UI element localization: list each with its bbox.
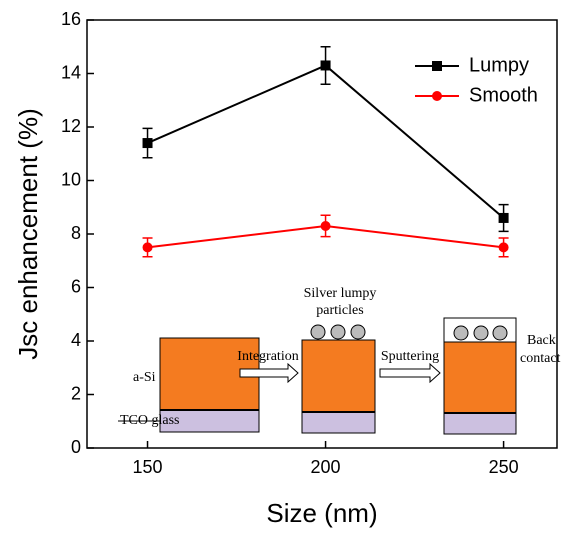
marker	[498, 212, 509, 223]
x-tick-label: 250	[489, 457, 519, 477]
y-tick-label: 12	[61, 116, 81, 136]
y-tick-label: 0	[71, 437, 81, 457]
particle	[330, 324, 346, 340]
series-line	[147, 64, 505, 219]
legend-label: Smooth	[469, 84, 538, 106]
annotation: Integration	[237, 349, 298, 364]
y-tick-label: 8	[71, 223, 81, 243]
marker	[320, 220, 331, 231]
annotation: a-Si	[133, 370, 156, 385]
annotation: TCO glass	[120, 413, 180, 428]
a-si-layer	[443, 341, 517, 414]
particle	[492, 325, 508, 341]
arrow	[379, 362, 441, 384]
tco-layer	[301, 411, 376, 434]
y-tick-label: 4	[71, 330, 81, 350]
x-axis-label: Size (nm)	[266, 498, 377, 528]
legend-marker	[432, 61, 442, 71]
y-axis-label: Jsc enhancement (%)	[13, 108, 43, 359]
marker	[142, 138, 153, 149]
tco-layer	[443, 412, 517, 435]
y-tick-label: 6	[71, 276, 81, 296]
arrow	[239, 362, 299, 384]
y-tick-label: 10	[61, 169, 81, 189]
particle	[310, 324, 326, 340]
particle	[453, 325, 469, 341]
a-si-layer	[301, 339, 376, 413]
y-tick-label: 2	[71, 383, 81, 403]
annotation: Back	[527, 333, 556, 348]
annotation: Sputtering	[381, 349, 439, 364]
marker	[498, 242, 509, 253]
marker	[320, 60, 331, 71]
inset-diagram	[118, 317, 517, 435]
x-tick-label: 200	[311, 457, 341, 477]
particle	[350, 324, 366, 340]
x-tick-label: 150	[133, 457, 163, 477]
legend-marker	[432, 91, 442, 101]
y-tick-label: 16	[61, 9, 81, 29]
y-tick-label: 14	[61, 62, 81, 82]
marker	[142, 242, 153, 253]
particle	[473, 325, 489, 341]
annotation: contact	[520, 351, 561, 366]
legend-label: Lumpy	[469, 54, 529, 76]
annotation: Silver lumpy	[304, 286, 377, 301]
annotation: particles	[316, 303, 363, 318]
